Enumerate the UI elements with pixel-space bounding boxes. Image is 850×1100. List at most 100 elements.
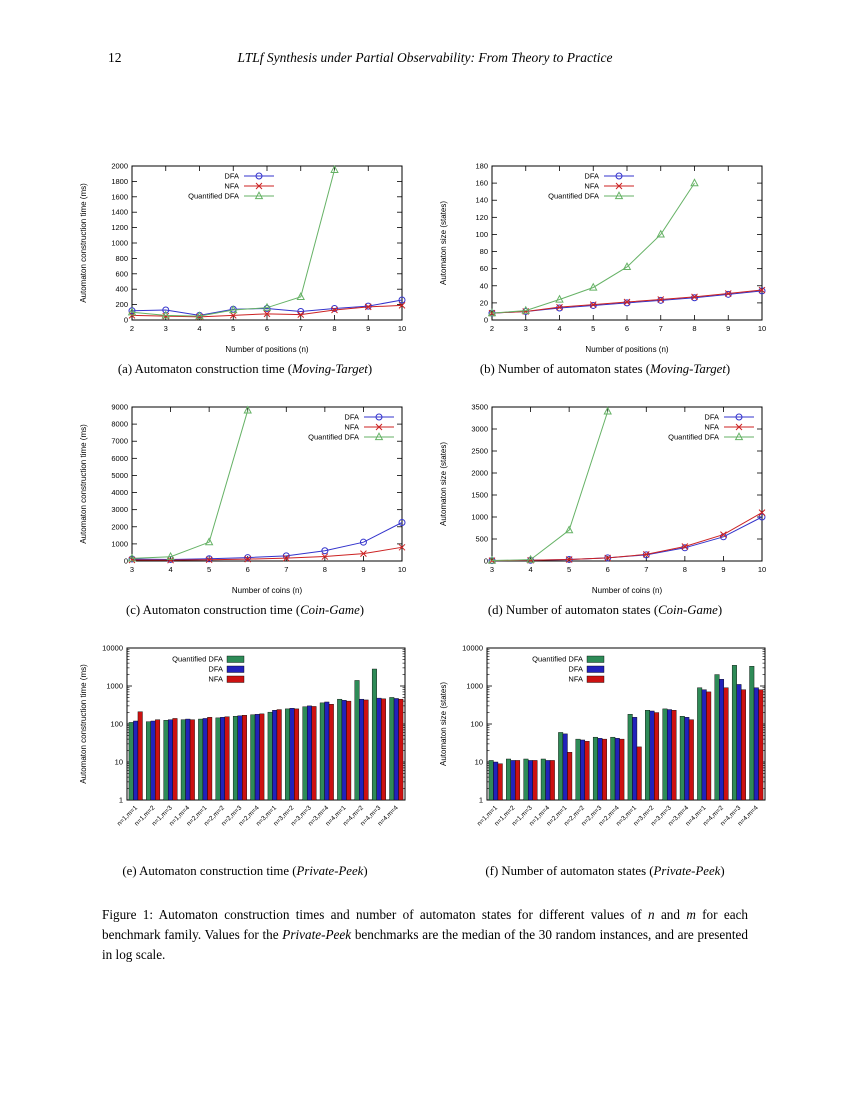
chart-d: 0 500 1000 1500 2000 2500 3000 3500 3 4 5 6 7 8 9 10 Num… [429,399,781,618]
caption-text: ) [367,362,373,376]
svg-text:10: 10 [115,758,123,767]
svg-text:Quantified DFA: Quantified DFA [668,433,719,442]
series-nfa [488,286,766,317]
plot-area: 0 20 40 60 80 100 120 140 160 180 2 3 4 5 6 7 8 9 10 Number… [439,162,766,355]
svg-text:10000: 10000 [102,644,123,653]
figure-caption: Figure 1: Automaton construction times a… [102,905,748,964]
svg-text:20: 20 [480,298,488,307]
svg-text:0: 0 [124,316,128,325]
svg-text:7: 7 [299,324,303,333]
paper-page: 12 LTLf Synthesis under Partial Observab… [0,50,850,964]
svg-text:3: 3 [524,324,528,333]
caption-text: benchmarks are the median of the 30 rand… [102,926,748,962]
svg-text:6000: 6000 [111,454,128,463]
plot-area: 0 500 1000 1500 2000 2500 3000 3500 3 4 5 6 7 8 9 10 Num… [439,403,766,596]
chart-d-plot: 0 500 1000 1500 2000 2500 3000 3500 3 4 5 6 7 8 9 10 Num… [439,403,766,596]
series-quantified-dfa [127,405,252,562]
benchmark-name: Coin-Game [300,603,360,617]
svg-text:1: 1 [119,796,123,805]
svg-text:1000: 1000 [466,682,483,691]
benchmark-name: Private-Peek [653,864,721,878]
chart-c-caption: (c) Automaton construction time (Coin-Ga… [126,603,364,618]
caption-text: ) [363,864,368,878]
svg-text:3: 3 [164,324,168,333]
plot-area: 0 200 400 600 800 1000 1200 1400 1600 1800 2000 2 3 4… [79,162,406,355]
svg-text:Automaton construction time (m: Automaton construction time (ms) [79,424,88,544]
caption-italic-term: n [648,907,655,922]
svg-text:10000: 10000 [462,644,483,653]
svg-text:0: 0 [124,557,128,566]
caption-text: ) [359,603,365,617]
axes: 0 200 400 600 800 1000 1200 1400 1600 1800 2000 2 3 4… [79,162,406,355]
svg-text:1800: 1800 [111,177,128,186]
svg-text:9: 9 [366,324,370,333]
svg-text:5: 5 [567,565,571,574]
svg-text:1000: 1000 [106,682,123,691]
svg-text:3500: 3500 [471,403,488,412]
caption-text: ) [717,603,723,617]
svg-text:Automaton size (states): Automaton size (states) [439,442,448,526]
series-nfa [497,687,764,801]
svg-text:2000: 2000 [471,469,488,478]
svg-text:8: 8 [692,324,696,333]
series-dfa [133,697,399,801]
svg-text:NFA: NFA [344,423,359,432]
svg-text:6: 6 [265,324,269,333]
header-title: LTLf Synthesis under Partial Observabili… [237,50,613,65]
svg-text:5000: 5000 [111,471,128,480]
svg-text:10: 10 [398,324,406,333]
plot-area: 1 10 100 1000 10000 Automaton construction ti… [79,644,406,828]
svg-text:100: 100 [470,720,483,729]
svg-text:8: 8 [332,324,336,333]
series-dfa [493,679,759,801]
svg-text:5: 5 [231,324,235,333]
svg-text:180: 180 [475,162,488,171]
svg-text:NFA: NFA [704,423,719,432]
caption-text: (d) Number of automaton states ( [487,603,659,617]
svg-text:120: 120 [475,213,488,222]
svg-text:4: 4 [528,565,532,574]
svg-text:0: 0 [484,557,488,566]
caption-italic-term: Private-Peek [282,926,352,942]
caption-text: (f) Number of automaton states ( [485,864,654,878]
svg-text:7: 7 [659,324,663,333]
svg-text:7000: 7000 [111,437,128,446]
svg-text:2: 2 [130,324,134,333]
svg-text:Quantified DFA: Quantified DFA [308,433,359,442]
svg-text:Number of coins (n): Number of coins (n) [592,586,663,595]
svg-text:Automaton size (states): Automaton size (states) [439,201,448,285]
caption-text: (b) Number of automaton states ( [479,362,651,376]
caption-text: ) [720,864,725,878]
caption-text: (c) Automaton construction time ( [125,603,301,617]
svg-text:1600: 1600 [111,192,128,201]
chart-b-caption: (b) Number of automaton states (Moving-T… [480,362,730,377]
svg-text:9: 9 [361,565,365,574]
svg-text:Automaton construction time (m: Automaton construction time (ms) [79,664,88,784]
benchmark-name: Moving-Target [292,362,368,376]
svg-text:7: 7 [284,565,288,574]
svg-text:60: 60 [480,264,488,273]
svg-text:5: 5 [207,565,211,574]
svg-text:Quantified DFA: Quantified DFA [172,655,223,664]
svg-text:200: 200 [115,300,128,309]
svg-text:Number of coins (n): Number of coins (n) [232,586,303,595]
svg-text:10: 10 [398,565,406,574]
chart-grid: 0 200 400 600 800 1000 1200 1400 1600 1800 2000 2 3 4… [0,158,850,879]
svg-text:2000: 2000 [111,522,128,531]
svg-text:9: 9 [726,324,730,333]
svg-text:1500: 1500 [471,491,488,500]
page-number: 12 [108,50,122,65]
svg-text:0: 0 [484,316,488,325]
series-dfa [128,519,406,563]
svg-text:6: 6 [606,565,610,574]
svg-text:DFA: DFA [568,665,583,674]
svg-text:NFA: NFA [224,182,239,191]
svg-text:8000: 8000 [111,420,128,429]
svg-text:140: 140 [475,196,488,205]
svg-text:9000: 9000 [111,403,128,412]
